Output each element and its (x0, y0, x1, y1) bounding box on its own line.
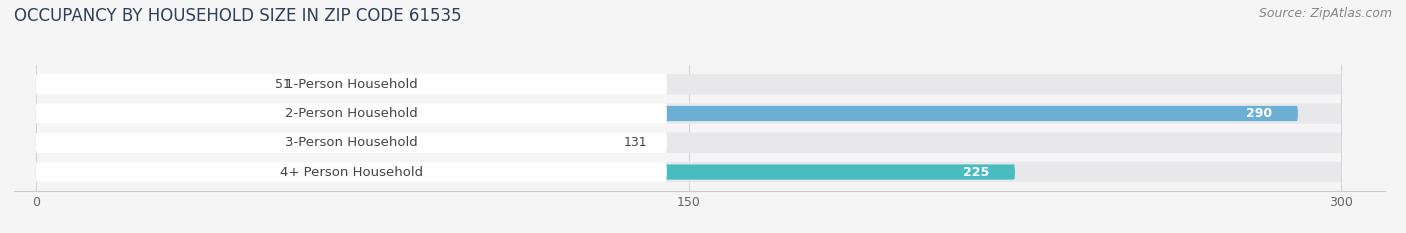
Text: 1-Person Household: 1-Person Household (285, 78, 418, 91)
Text: 225: 225 (963, 165, 988, 178)
Text: 2-Person Household: 2-Person Household (285, 107, 418, 120)
Text: 290: 290 (1246, 107, 1272, 120)
FancyBboxPatch shape (35, 103, 666, 124)
FancyBboxPatch shape (35, 103, 1341, 124)
FancyBboxPatch shape (35, 162, 1341, 182)
Text: 131: 131 (623, 136, 647, 149)
FancyBboxPatch shape (35, 74, 1341, 95)
Text: 3-Person Household: 3-Person Household (285, 136, 418, 149)
FancyBboxPatch shape (35, 133, 666, 153)
Text: OCCUPANCY BY HOUSEHOLD SIZE IN ZIP CODE 61535: OCCUPANCY BY HOUSEHOLD SIZE IN ZIP CODE … (14, 7, 461, 25)
FancyBboxPatch shape (35, 162, 666, 182)
Text: Source: ZipAtlas.com: Source: ZipAtlas.com (1258, 7, 1392, 20)
Text: 51: 51 (276, 78, 291, 91)
FancyBboxPatch shape (35, 74, 666, 95)
FancyBboxPatch shape (35, 133, 1341, 153)
FancyBboxPatch shape (35, 164, 1015, 180)
FancyBboxPatch shape (35, 135, 606, 150)
FancyBboxPatch shape (35, 106, 1298, 121)
FancyBboxPatch shape (35, 77, 257, 92)
Text: 4+ Person Household: 4+ Person Household (280, 165, 423, 178)
